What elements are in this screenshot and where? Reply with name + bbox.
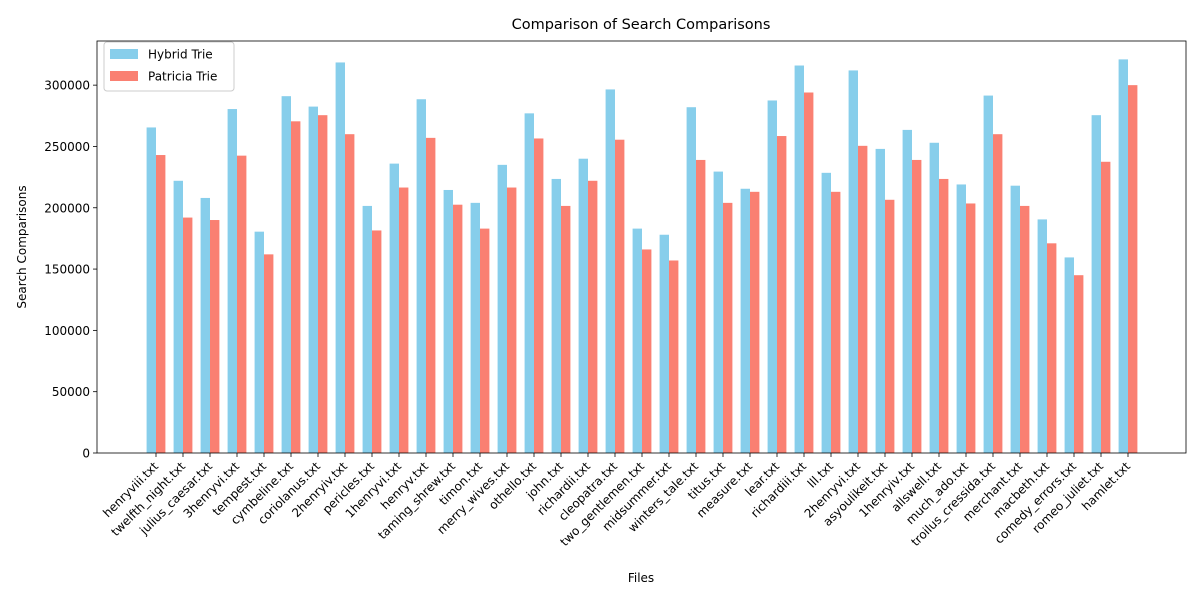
bar-patricia-trie [453, 204, 463, 453]
bar-patricia-trie [372, 230, 382, 453]
legend: Hybrid Trie Patricia Trie [103, 41, 235, 92]
bar-patricia-trie [318, 115, 328, 454]
bar-patricia-trie [696, 159, 706, 453]
bar-patricia-trie [210, 220, 220, 453]
bar-hybrid-trie [200, 197, 210, 453]
bar-hybrid-trie [1010, 185, 1020, 453]
legend-label: Hybrid Trie [148, 48, 213, 62]
bar-hybrid-trie [308, 106, 318, 453]
bar-patricia-trie [939, 178, 949, 453]
bar-hybrid-trie [254, 231, 264, 453]
bar-patricia-trie [804, 92, 814, 453]
bar-hybrid-trie [1091, 115, 1101, 454]
bar-hybrid-trie [875, 148, 885, 453]
bar-hybrid-trie [281, 96, 291, 454]
bar-hybrid-trie [821, 172, 831, 453]
bar-patricia-trie [480, 228, 490, 453]
bar-patricia-trie [183, 217, 193, 453]
bar-patricia-trie [966, 203, 976, 453]
x-axis-title: Files [628, 571, 654, 585]
bar-hybrid-trie [443, 189, 453, 454]
bar-hybrid-trie [605, 89, 615, 454]
y-tick-label: 300000 [44, 79, 90, 93]
bar-patricia-trie [426, 137, 436, 453]
bar-hybrid-trie [524, 113, 534, 453]
chart-title: Comparison of Search Comparisons [512, 17, 771, 33]
legend-label: Patricia Trie [148, 70, 217, 84]
bar-patricia-trie [291, 121, 301, 453]
y-tick-label: 250000 [44, 140, 90, 154]
bar-patricia-trie [399, 187, 409, 453]
bar-hybrid-trie [848, 70, 858, 454]
bar-patricia-trie [264, 254, 274, 453]
y-tick-label: 0 [82, 447, 90, 461]
bar-hybrid-trie [686, 107, 696, 454]
bar-hybrid-trie [659, 234, 669, 453]
bar-hybrid-trie [740, 188, 750, 453]
bar-hybrid-trie [551, 178, 561, 453]
y-tick-label: 100000 [44, 324, 90, 338]
bar-hybrid-trie [1118, 59, 1128, 453]
bar-hybrid-trie [173, 180, 183, 454]
legend-swatch [110, 49, 138, 59]
bar-hybrid-trie [146, 127, 156, 453]
bar-patricia-trie [534, 138, 544, 454]
bar-hybrid-trie [470, 202, 480, 453]
bar-patricia-trie [561, 205, 571, 453]
bar-patricia-trie [858, 145, 868, 453]
bar-hybrid-trie [362, 205, 372, 453]
bar-hybrid-trie [956, 184, 966, 453]
y-tick-label: 150000 [44, 263, 90, 277]
y-axis-title: Search Comparisons [15, 185, 29, 308]
bar-hybrid-trie [1064, 257, 1074, 453]
bar-patricia-trie [1101, 161, 1111, 453]
bar-hybrid-trie [497, 164, 507, 453]
bar-patricia-trie [750, 191, 760, 453]
bar-patricia-trie [723, 202, 733, 453]
bar-hybrid-trie [929, 142, 939, 453]
bar-patricia-trie [507, 187, 517, 453]
bar-hybrid-trie [227, 109, 237, 454]
bar-patricia-trie [1074, 275, 1084, 453]
bar-hybrid-trie [578, 158, 588, 453]
legend-swatch [110, 71, 138, 81]
bars-group [146, 59, 1138, 454]
y-tick-label: 200000 [44, 201, 90, 215]
bar-hybrid-trie [902, 129, 912, 453]
bar-patricia-trie [777, 136, 787, 453]
bar-hybrid-trie [416, 99, 426, 454]
bar-hybrid-trie [632, 228, 642, 453]
bar-hybrid-trie [335, 62, 345, 454]
bar-patricia-trie [669, 260, 679, 453]
bar-hybrid-trie [1037, 219, 1047, 453]
bar-patricia-trie [345, 134, 355, 453]
y-tick-label: 50000 [52, 385, 90, 399]
bar-patricia-trie [615, 139, 625, 453]
y-axis: 0 50000 100000 150000 200000 250000 300000 [44, 79, 97, 461]
x-axis: henryviii.txttwelfth_night.txtjulius_cae… [100, 453, 1133, 549]
bar-patricia-trie [1128, 85, 1138, 453]
bar-hybrid-trie [794, 65, 804, 454]
bar-patricia-trie [237, 155, 247, 453]
bar-patricia-trie [1047, 243, 1057, 453]
bar-hybrid-trie [389, 163, 399, 453]
plot-frame [96, 40, 1187, 454]
bar-patricia-trie [912, 159, 922, 453]
bar-hybrid-trie [713, 171, 723, 453]
bar-patricia-trie [993, 134, 1003, 453]
bar-patricia-trie [885, 199, 895, 453]
bar-hybrid-trie [983, 95, 993, 453]
bar-patricia-trie [588, 180, 598, 454]
bar-patricia-trie [642, 249, 652, 453]
bar-patricia-trie [831, 191, 841, 453]
bar-patricia-trie [1020, 205, 1030, 453]
bar-hybrid-trie [767, 100, 777, 453]
bar-patricia-trie [156, 155, 166, 454]
